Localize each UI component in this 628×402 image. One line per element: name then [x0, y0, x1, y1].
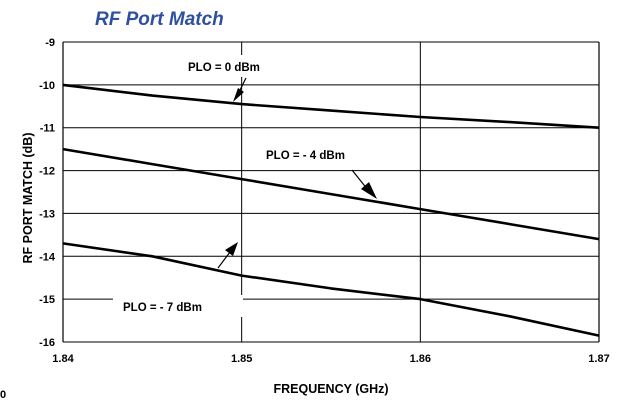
series-line-1	[62, 147, 600, 241]
y-tick-label: -13	[39, 208, 55, 220]
x-tick-label: 1.84	[52, 353, 74, 365]
x-tick-label: 1.85	[231, 353, 252, 365]
annotation-plo-0dbm: PLO = 0 dBm	[188, 62, 260, 74]
y-axis-label: RF PORT MATCH (dB)	[21, 133, 35, 264]
y-tick-label: -12	[39, 166, 55, 178]
y-tick-label: -9	[45, 37, 55, 49]
annotation-bg-7dbm	[113, 295, 243, 317]
annotation-bg-4dbm	[258, 143, 402, 165]
x-tick-label: 1.87	[588, 353, 609, 365]
annotation-arrow-7dbm	[217, 242, 238, 269]
x-axis-label: FREQUENCY (GHz)	[273, 382, 388, 396]
y-tick-labels: -9 -10 -11 -12 -13 -14 -15 -16	[39, 37, 56, 349]
annotation-arrow-0dbm	[233, 77, 247, 102]
chart-title: RF Port Match	[95, 9, 224, 30]
annotation-arrow-4dbm	[351, 169, 377, 199]
series-line-0	[62, 83, 600, 129]
series-line-2	[62, 242, 600, 337]
y-tick-label: -15	[39, 294, 55, 306]
annotation-plo-4dbm: PLO = - 4 dBm	[266, 150, 345, 162]
annotation-plo-7dbm: PLO = - 7 dBm	[123, 302, 202, 314]
x-tick-labels: 1.84 1.85 1.86 1.87	[52, 353, 609, 365]
y-tick-label: -10	[39, 80, 55, 92]
y-tick-label: -16	[39, 337, 55, 349]
stray-fragment-text: 0	[0, 389, 6, 401]
annotation-bg-0dbm	[178, 55, 306, 77]
y-tick-label: -14	[39, 251, 56, 263]
y-tick-label: -11	[40, 123, 55, 135]
series-lines	[62, 83, 600, 337]
x-tick-label: 1.86	[410, 353, 431, 365]
